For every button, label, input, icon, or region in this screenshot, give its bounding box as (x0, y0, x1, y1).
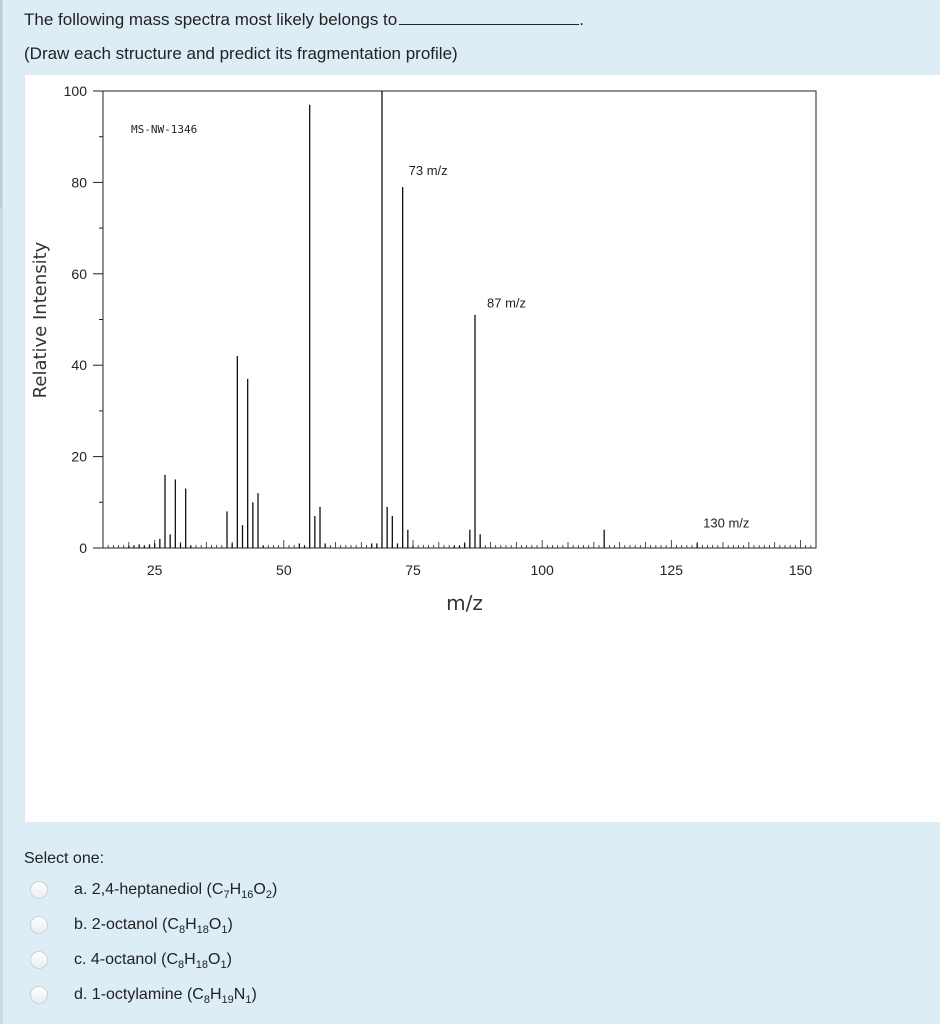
x-tick-label: 100 (530, 562, 554, 578)
y-tick-label: 0 (79, 540, 87, 556)
formula-element: H (209, 986, 222, 1003)
peak-annotation: 87 m/z (487, 296, 526, 311)
option-label: a. 2,4-heptanediol (C7H16O2) (74, 881, 278, 902)
y-tick-label: 20 (71, 449, 87, 465)
option-name: b. 2-octanol ( (74, 916, 168, 933)
formula-count: 8 (178, 924, 186, 937)
x-tick-label: 150 (789, 562, 813, 578)
option-label: b. 2-octanol (C8H18O1) (74, 916, 233, 937)
formula-element: H (184, 951, 196, 968)
formula-count: 2 (265, 889, 272, 902)
peak-annotation: 73 m/z (409, 163, 448, 178)
formula-count: 18 (196, 924, 209, 937)
spectrum-panel: 0 20 40 60 80 100 25 50 75 100 125 150 MS-NW-1346 73 … (25, 75, 940, 822)
formula-element: O (253, 881, 266, 898)
formula-count: 8 (178, 959, 185, 972)
y-axis-label: Relative Intensity (30, 241, 51, 398)
option-label: c. 4-octanol (C8H18O1) (74, 951, 232, 972)
formula-count: 16 (241, 889, 254, 902)
formula-count: 18 (195, 959, 208, 972)
answer-option-a[interactable]: a. 2,4-heptanediol (C7H16O2) (30, 878, 277, 902)
plot-frame (102, 90, 817, 549)
option-label: d. 1-octylamine (C8H19N1) (74, 986, 257, 1007)
x-tick-label: 50 (276, 562, 292, 578)
formula-element: C (192, 986, 204, 1003)
answer-option-d[interactable]: d. 1-octylamine (C8H19N1) (30, 983, 257, 1007)
formula-element: N (233, 986, 246, 1003)
y-tick-label: 60 (71, 266, 87, 282)
peak-annotation: 130 m/z (703, 515, 749, 530)
answer-option-b[interactable]: b. 2-octanol (C8H18O1) (30, 913, 233, 937)
question-line-1: The following mass spectra most likely b… (24, 10, 584, 30)
formula-count: 1 (220, 959, 227, 972)
formula-count: 19 (221, 994, 234, 1007)
question-line-2: (Draw each structure and predict its fra… (24, 44, 458, 63)
left-edge (0, 0, 3, 1024)
option-name: c. 4-octanol ( (74, 951, 167, 968)
radio-button[interactable] (30, 881, 48, 899)
option-suffix: ) (226, 951, 232, 968)
formula-element: C (211, 881, 224, 898)
question-text: The following mass spectra most likely b… (24, 10, 398, 29)
option-suffix: ) (227, 916, 233, 933)
formula-count: 1 (221, 924, 228, 937)
formula-count: 1 (245, 994, 252, 1007)
x-axis-label: m/z (446, 591, 483, 615)
option-name: a. 2,4-heptanediol ( (74, 881, 212, 898)
y-tick-label: 80 (71, 174, 87, 190)
y-tick-label: 40 (71, 357, 87, 373)
formula-element: H (229, 881, 242, 898)
formula-count: 7 (223, 889, 230, 902)
radio-button[interactable] (30, 916, 48, 934)
chart-title: MS-NW-1346 (131, 123, 197, 136)
formula-element: O (208, 916, 222, 933)
option-suffix: ) (251, 986, 257, 1003)
mass-spectrum-chart: 0 20 40 60 80 100 25 50 75 100 125 150 MS-NW-1346 73 … (30, 83, 817, 615)
question-period: . (579, 10, 584, 29)
y-tick-label: 100 (64, 83, 88, 99)
x-tick-label: 125 (660, 562, 684, 578)
formula-element: O (207, 951, 221, 968)
radio-button[interactable] (30, 986, 48, 1004)
formula-element: C (167, 916, 179, 933)
formula-element: C (166, 951, 179, 968)
option-name: d. 1-octylamine ( (74, 986, 193, 1003)
x-tick-label: 75 (405, 562, 421, 578)
formula-count: 8 (203, 994, 210, 1007)
option-suffix: ) (271, 881, 278, 898)
left-edge-marker (0, 0, 2, 208)
x-tick-label: 25 (147, 562, 163, 578)
formula-element: H (185, 916, 197, 933)
radio-button[interactable] (30, 951, 48, 969)
select-one-label: Select one: (24, 850, 105, 867)
answer-blank (399, 10, 580, 25)
answer-option-c[interactable]: c. 4-octanol (C8H18O1) (30, 948, 232, 972)
